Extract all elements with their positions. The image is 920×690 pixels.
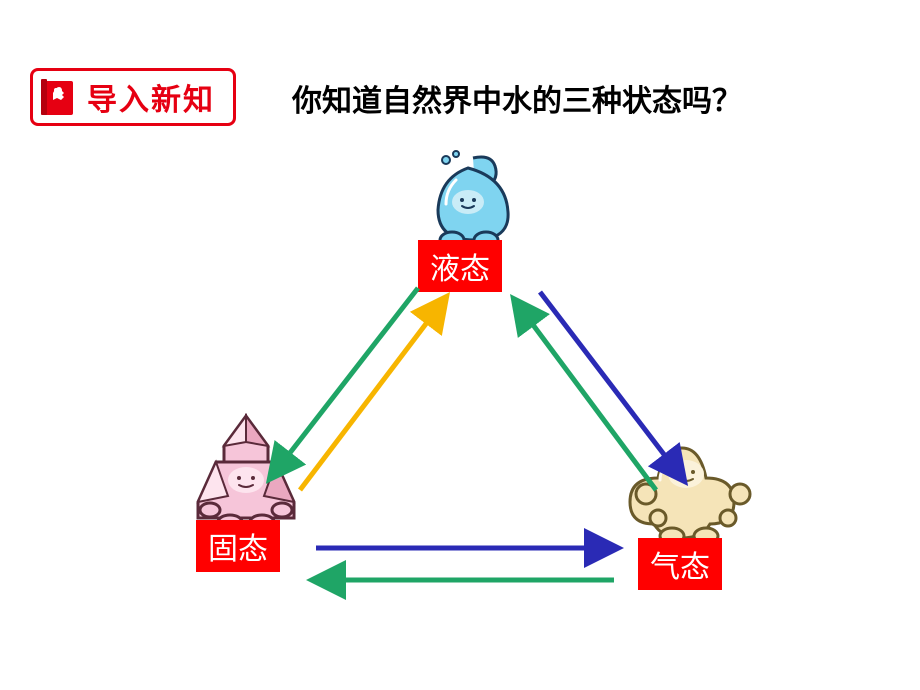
solid-label: 固态 [196,520,280,572]
arrow-solid-to-liquid [300,300,444,490]
gas-label: 气态 [638,538,722,590]
solid-character [186,410,316,535]
gas-character [618,428,768,553]
question-text: 你知道自然界中水的三种状态吗？ [292,76,742,120]
book-icon [41,77,77,117]
liquid-label: 液态 [418,240,502,292]
header-box: 导入新知 [30,68,236,126]
header-label: 导入新知 [87,75,215,119]
